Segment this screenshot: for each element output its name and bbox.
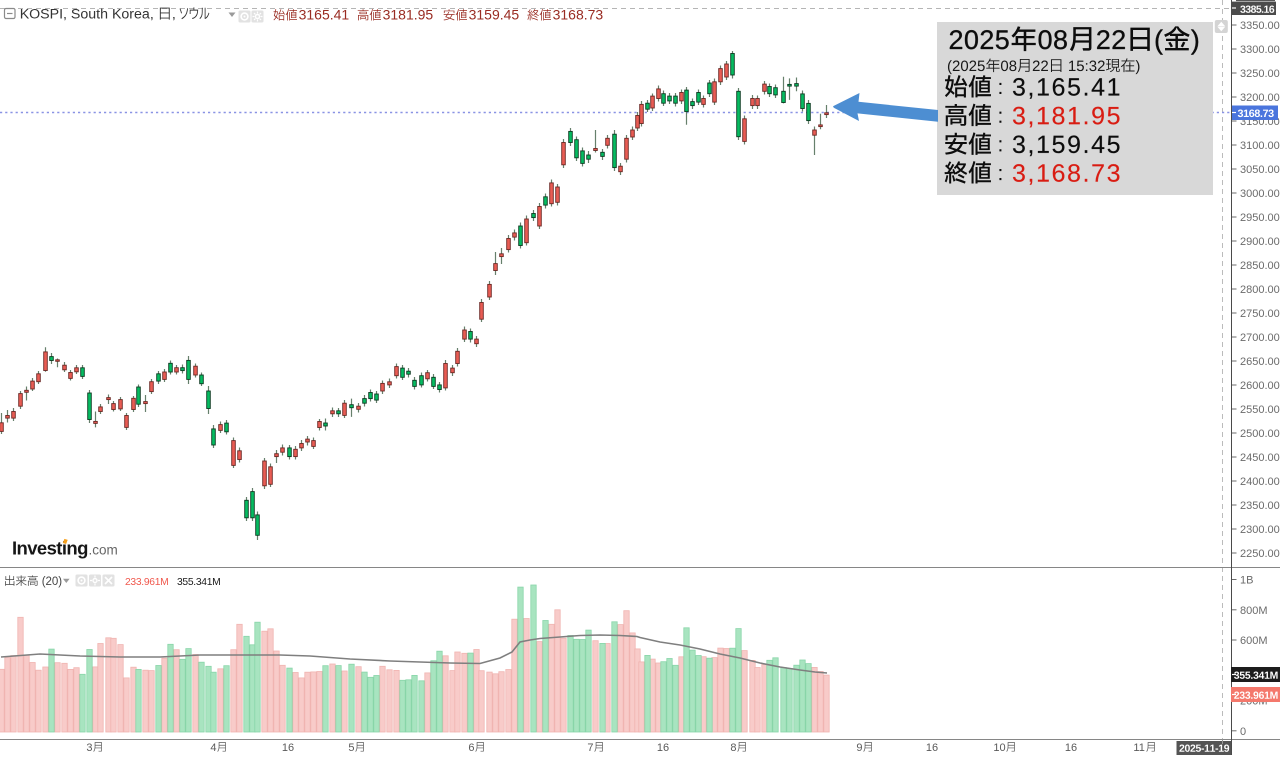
- svg-text:2300.00: 2300.00: [1240, 524, 1280, 536]
- svg-text:11: 11: [1133, 742, 1144, 754]
- svg-text:2350.00: 2350.00: [1240, 500, 1280, 512]
- svg-text:800M: 800M: [1240, 605, 1268, 617]
- svg-text:233.961M: 233.961M: [125, 577, 168, 588]
- svg-text:3200.00: 3200.00: [1240, 92, 1280, 104]
- svg-text:6: 6: [468, 742, 474, 754]
- svg-text:(20): (20): [42, 576, 63, 588]
- svg-text:3: 3: [86, 742, 92, 754]
- svg-text:7: 7: [587, 742, 593, 754]
- svg-text:2750.00: 2750.00: [1240, 308, 1280, 320]
- svg-text:,: ,: [172, 7, 176, 23]
- svg-text:9: 9: [856, 742, 862, 754]
- svg-text:16: 16: [1065, 742, 1077, 754]
- svg-text:3050.00: 3050.00: [1240, 164, 1280, 176]
- svg-text:5: 5: [348, 742, 354, 754]
- svg-text:3300.00: 3300.00: [1240, 44, 1280, 56]
- svg-text:2400.00: 2400.00: [1240, 476, 1280, 488]
- svg-text:2550.00: 2550.00: [1240, 404, 1280, 416]
- svg-text:Investing: Investing: [12, 538, 88, 559]
- svg-text:2850.00: 2850.00: [1240, 260, 1280, 272]
- svg-text:16: 16: [657, 742, 669, 754]
- svg-text:600M: 600M: [1240, 635, 1268, 647]
- svg-text:2450.00: 2450.00: [1240, 452, 1280, 464]
- svg-text:KOSPI, South Korea,: KOSPI, South Korea,: [20, 7, 154, 23]
- svg-text:1B: 1B: [1240, 575, 1253, 587]
- svg-text:3165.41: 3165.41: [299, 7, 350, 23]
- svg-text:2900.00: 2900.00: [1240, 236, 1280, 248]
- svg-text:.com: .com: [89, 543, 118, 558]
- svg-text:3000.00: 3000.00: [1240, 188, 1280, 200]
- svg-text:2650.00: 2650.00: [1240, 356, 1280, 368]
- svg-text:8: 8: [730, 742, 736, 754]
- svg-text:2700.00: 2700.00: [1240, 332, 1280, 344]
- svg-text:10: 10: [993, 742, 1005, 754]
- svg-text:2600.00: 2600.00: [1240, 380, 1280, 392]
- svg-text:2250.00: 2250.00: [1240, 548, 1280, 560]
- svg-text:0: 0: [1240, 726, 1246, 738]
- svg-text:355.341M: 355.341M: [177, 577, 220, 588]
- svg-text:3350.00: 3350.00: [1240, 20, 1280, 32]
- svg-text:3100.00: 3100.00: [1240, 140, 1280, 152]
- svg-text:2950.00: 2950.00: [1240, 212, 1280, 224]
- svg-text:3159.45: 3159.45: [469, 7, 520, 23]
- svg-text:16: 16: [926, 742, 938, 754]
- svg-text:16: 16: [282, 742, 294, 754]
- svg-text:3168.73: 3168.73: [553, 7, 604, 23]
- svg-text:3250.00: 3250.00: [1240, 68, 1280, 80]
- svg-text:2500.00: 2500.00: [1240, 428, 1280, 440]
- svg-text:2800.00: 2800.00: [1240, 284, 1280, 296]
- svg-text:4: 4: [210, 742, 216, 754]
- svg-text:3181.95: 3181.95: [383, 7, 434, 23]
